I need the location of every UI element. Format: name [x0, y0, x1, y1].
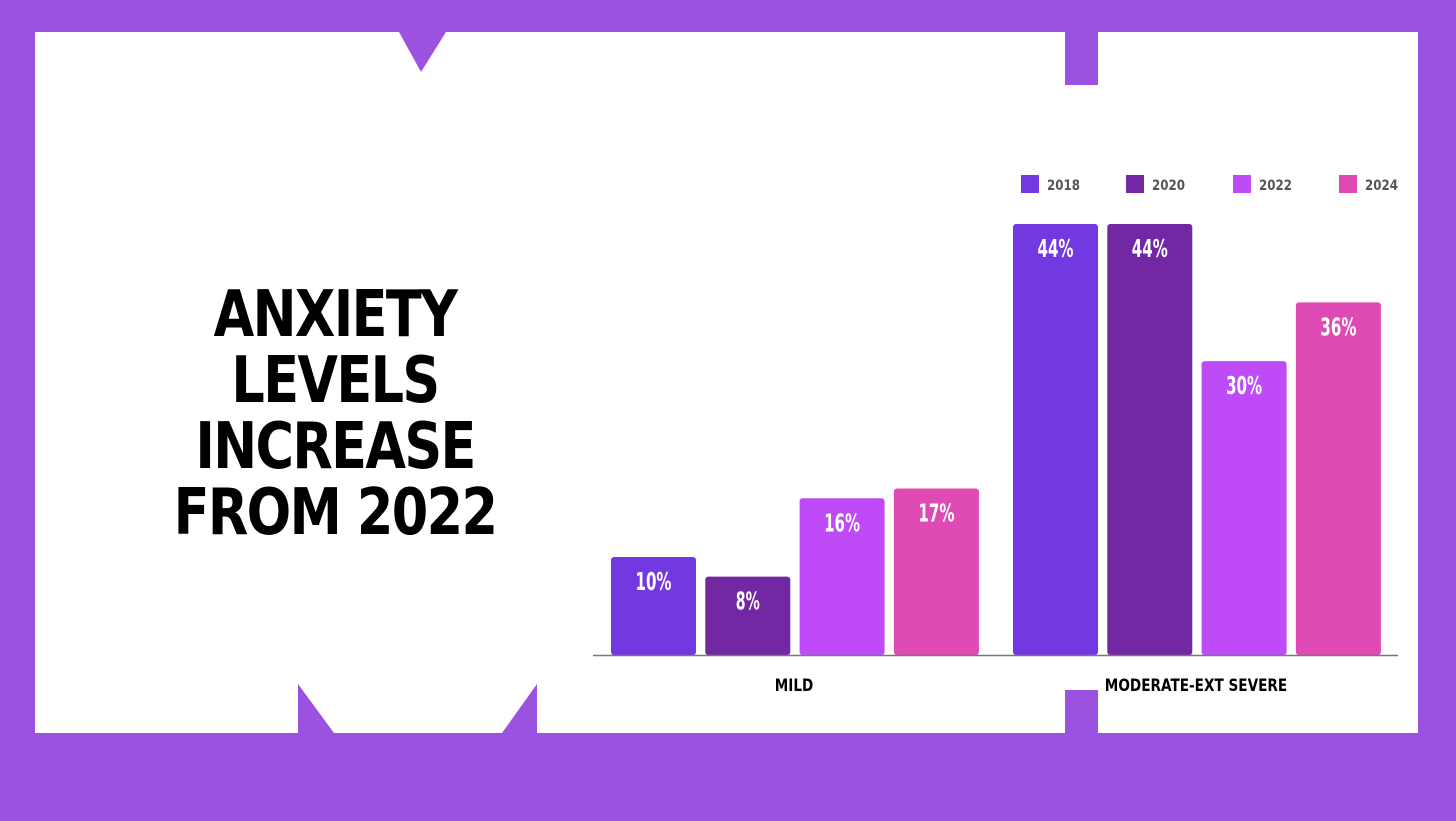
bottom-notch-trapezoid	[298, 684, 334, 733]
bar-value-label: 44%	[1132, 234, 1168, 263]
category-label: MODERATE-EXT SEVERE	[1105, 676, 1287, 696]
bars: 10% 8% 16% 17% 44% 44% 30% 36%	[611, 224, 1381, 655]
legend-swatch	[1126, 175, 1144, 193]
legend-label: 2020	[1152, 178, 1185, 194]
bar-2020-moderate-ext-severe	[1107, 224, 1193, 655]
legend-label: 2022	[1259, 178, 1292, 194]
category-label: MILD	[775, 676, 813, 696]
top-notch-block	[1065, 32, 1098, 85]
bar-value-label: 10%	[636, 567, 672, 596]
bar-value-label: 16%	[824, 508, 860, 537]
legend-swatch	[1339, 175, 1357, 193]
bar-2024-moderate-ext-severe	[1295, 302, 1381, 655]
bar-2020-mild	[705, 576, 791, 655]
bottom-notch-block	[1065, 690, 1098, 733]
bar-2022-moderate-ext-severe	[1201, 361, 1287, 655]
legend-swatch	[1233, 175, 1251, 193]
category-labels: MILD MODERATE-EXT SEVERE	[775, 676, 1287, 696]
bar-value-label: 36%	[1320, 312, 1356, 341]
bar-value-label: 44%	[1038, 234, 1074, 263]
bar-2024-mild	[893, 488, 979, 655]
legend: 2018 2020 2022 2024	[1021, 175, 1398, 194]
legend-label: 2024	[1365, 178, 1398, 194]
bar-2022-mild	[799, 498, 885, 655]
bar-2018-mild	[611, 557, 696, 655]
page-title: ANXIETY LEVELS INCREASE FROM 2022	[173, 278, 498, 550]
top-notch-triangle	[399, 32, 446, 72]
bar-value-label: 17%	[918, 498, 954, 527]
bar-value-label: 30%	[1226, 371, 1262, 400]
legend-swatch	[1021, 175, 1039, 193]
legend-label: 2018	[1047, 178, 1080, 194]
bar-value-label: 8%	[736, 587, 760, 616]
bar-2018-moderate-ext-severe	[1013, 224, 1098, 655]
bottom-notch-trapezoid-right	[502, 684, 537, 733]
